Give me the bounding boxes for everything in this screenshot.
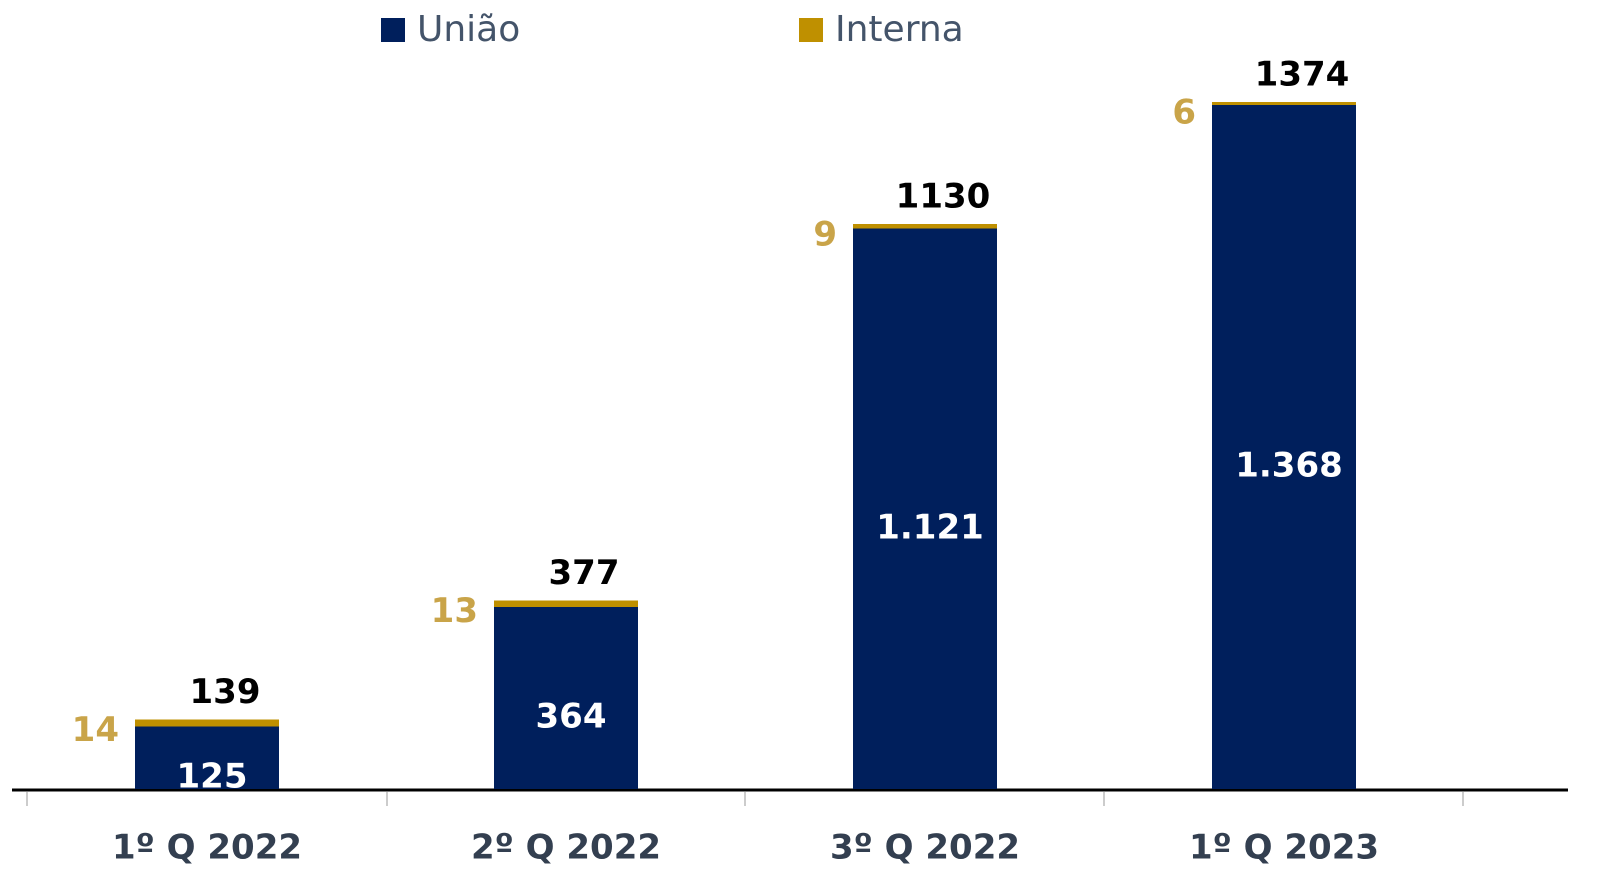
legend-swatch — [381, 18, 405, 42]
value-label: 6 — [1172, 93, 1196, 133]
legend-swatch — [799, 18, 823, 42]
axis-ticks — [26, 792, 1464, 806]
total-label: 1130 — [896, 177, 991, 217]
value-label: 13 — [431, 591, 478, 631]
value-label: 9 — [813, 215, 837, 255]
bar-segment — [494, 600, 638, 607]
x-tick-label: 3º Q 2022 — [830, 828, 1020, 868]
x-tick-label: 2º Q 2022 — [471, 828, 661, 868]
value-label: 14 — [72, 710, 119, 750]
total-label: 377 — [549, 553, 620, 593]
value-label: 125 — [177, 756, 248, 796]
bar-segment — [853, 224, 997, 229]
x-tick-label: 1º Q 2022 — [112, 828, 302, 868]
bar-segment — [135, 719, 279, 727]
bar-segment — [1212, 105, 1356, 789]
value-label: 1.121 — [876, 507, 984, 547]
value-label: 1.368 — [1235, 446, 1343, 486]
bar-segment — [853, 228, 997, 789]
total-label: 1374 — [1255, 55, 1350, 95]
bar-segment — [135, 726, 279, 789]
bar-segment — [494, 607, 638, 789]
total-label: 139 — [190, 672, 261, 712]
bar-segment — [1212, 102, 1356, 105]
legend-label: Interna — [835, 9, 964, 50]
x-tick-label: 1º Q 2023 — [1189, 828, 1379, 868]
legend-label: União — [417, 9, 520, 50]
value-label: 364 — [536, 697, 607, 737]
